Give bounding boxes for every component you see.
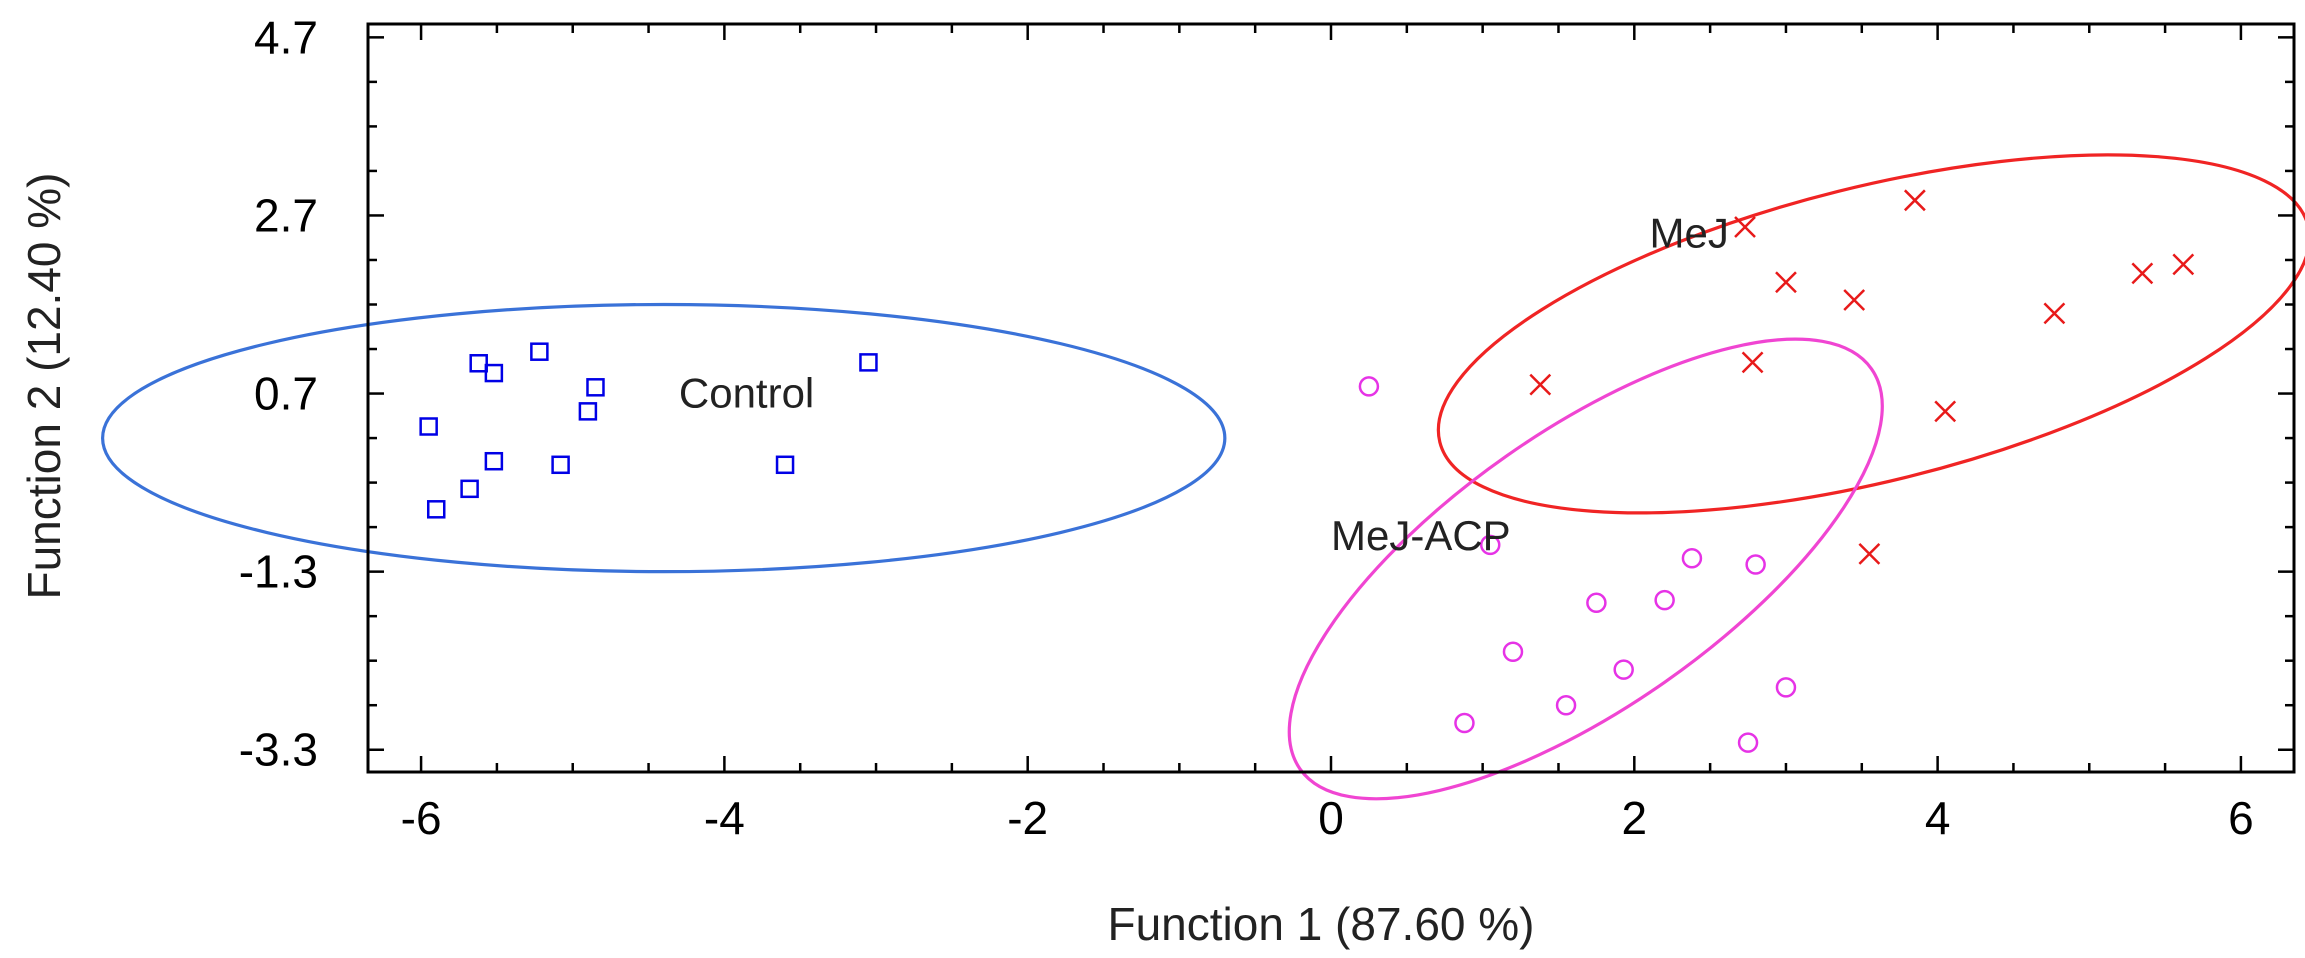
group-points <box>419 189 2195 753</box>
control-point <box>469 354 488 373</box>
mej-group-label: MeJ <box>1649 209 1728 256</box>
control-ellipse <box>101 302 1227 574</box>
control-point <box>530 342 549 361</box>
x-tick-label: 4 <box>1925 792 1951 844</box>
x-tick-label: -4 <box>704 792 745 844</box>
mej-acp-point <box>1586 592 1607 614</box>
control-point <box>586 378 605 397</box>
mej-ellipse <box>1436 153 2305 515</box>
mej-point <box>2172 253 2195 276</box>
x-tick-label: -6 <box>401 792 442 844</box>
control-point <box>426 500 446 519</box>
mej-acp-point <box>1654 589 1675 611</box>
y-tick-label: -3.3 <box>239 724 318 776</box>
axis-tick-labels: -6 -4 -2 0 2 4 6 -3.3 -1.3 0.7 2.7 4.7 <box>239 11 2254 844</box>
mej-acp-point <box>1737 732 1759 753</box>
mej-point <box>1775 271 1797 294</box>
y-axis-title: Function 2 (12.40 %) <box>18 172 70 599</box>
mej-acp-point <box>1745 554 1766 575</box>
mej-acp-point <box>1555 694 1577 716</box>
mej-point <box>1529 373 1552 396</box>
group-ellipses <box>101 153 2305 801</box>
control-point <box>484 451 504 471</box>
control-group-label: Control <box>679 370 814 417</box>
control-point <box>460 479 479 499</box>
mej-acp-point <box>1681 548 1703 569</box>
mej-acp-point <box>1502 641 1524 663</box>
mej-point <box>1903 189 1926 212</box>
mej-acp-point <box>1775 677 1797 698</box>
mej-point <box>2131 262 2154 285</box>
control-point <box>859 353 878 372</box>
mej-acp-ellipse <box>1287 337 1884 801</box>
mej-point <box>1734 216 1756 238</box>
x-axis-title: Function 1 (87.60 %) <box>1107 898 1534 950</box>
mej-point <box>1934 400 1957 423</box>
control-point <box>578 402 598 421</box>
mej-point <box>1858 542 1881 565</box>
y-tick-label: -1.3 <box>239 546 318 598</box>
mej-point <box>1741 351 1764 374</box>
mej-acp-point <box>1613 659 1634 680</box>
x-tick-label: 6 <box>2228 792 2254 844</box>
control-point <box>484 363 504 383</box>
mej-acp-point <box>1454 712 1475 734</box>
control-point <box>551 455 570 475</box>
mej-point <box>2043 302 2066 325</box>
control-point <box>419 417 438 436</box>
control-point <box>775 455 795 475</box>
group-labels: Control MeJ MeJ-ACP <box>679 209 1729 559</box>
mej-point <box>1843 289 1866 311</box>
mej-acp-point <box>1358 376 1380 397</box>
x-tick-label: -2 <box>1007 792 1048 844</box>
y-tick-label: 4.7 <box>254 11 318 63</box>
axis-ticks <box>368 24 2294 772</box>
mej-acp-group-label: MeJ-ACP <box>1331 512 1511 559</box>
x-tick-label: 2 <box>1622 792 1648 844</box>
y-tick-label: 2.7 <box>254 189 318 241</box>
x-tick-label: 0 <box>1318 792 1344 844</box>
y-tick-label: 0.7 <box>254 368 318 420</box>
mej-acp-point <box>1479 534 1501 556</box>
